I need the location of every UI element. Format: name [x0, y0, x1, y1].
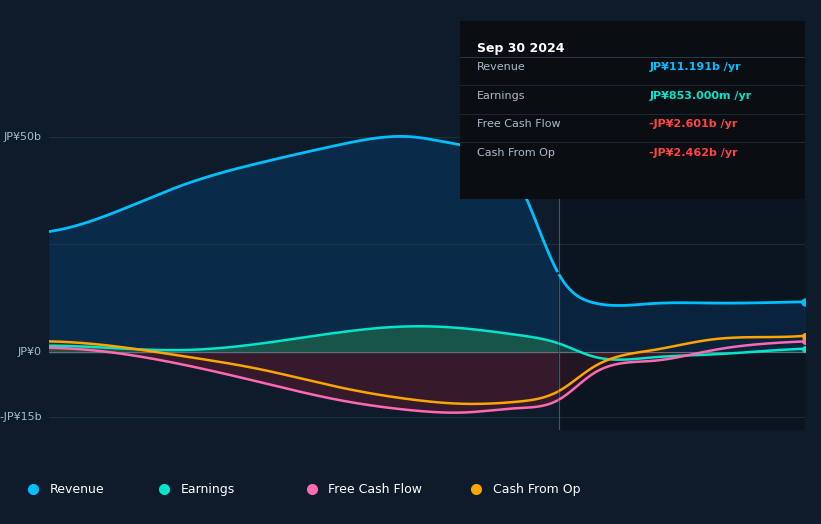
Text: Free Cash Flow: Free Cash Flow — [477, 119, 561, 129]
Text: JP¥853.000m /yr: JP¥853.000m /yr — [649, 91, 752, 101]
Text: -JP¥15b: -JP¥15b — [0, 412, 42, 422]
Bar — [559, 115, 805, 430]
Text: JP¥50b: JP¥50b — [4, 132, 42, 142]
Text: -JP¥2.601b /yr: -JP¥2.601b /yr — [649, 119, 738, 129]
Text: Past: Past — [771, 96, 797, 109]
Text: Earnings: Earnings — [181, 483, 235, 496]
Text: Cash From Op: Cash From Op — [493, 483, 580, 496]
Text: Sep 30 2024: Sep 30 2024 — [477, 42, 565, 56]
Text: JP¥11.191b /yr: JP¥11.191b /yr — [649, 62, 741, 72]
Text: Free Cash Flow: Free Cash Flow — [328, 483, 422, 496]
Text: Revenue: Revenue — [477, 62, 525, 72]
Text: -JP¥2.462b /yr: -JP¥2.462b /yr — [649, 148, 738, 158]
Text: Earnings: Earnings — [477, 91, 525, 101]
Text: Revenue: Revenue — [49, 483, 104, 496]
Text: JP¥0: JP¥0 — [18, 347, 42, 357]
Text: Cash From Op: Cash From Op — [477, 148, 555, 158]
